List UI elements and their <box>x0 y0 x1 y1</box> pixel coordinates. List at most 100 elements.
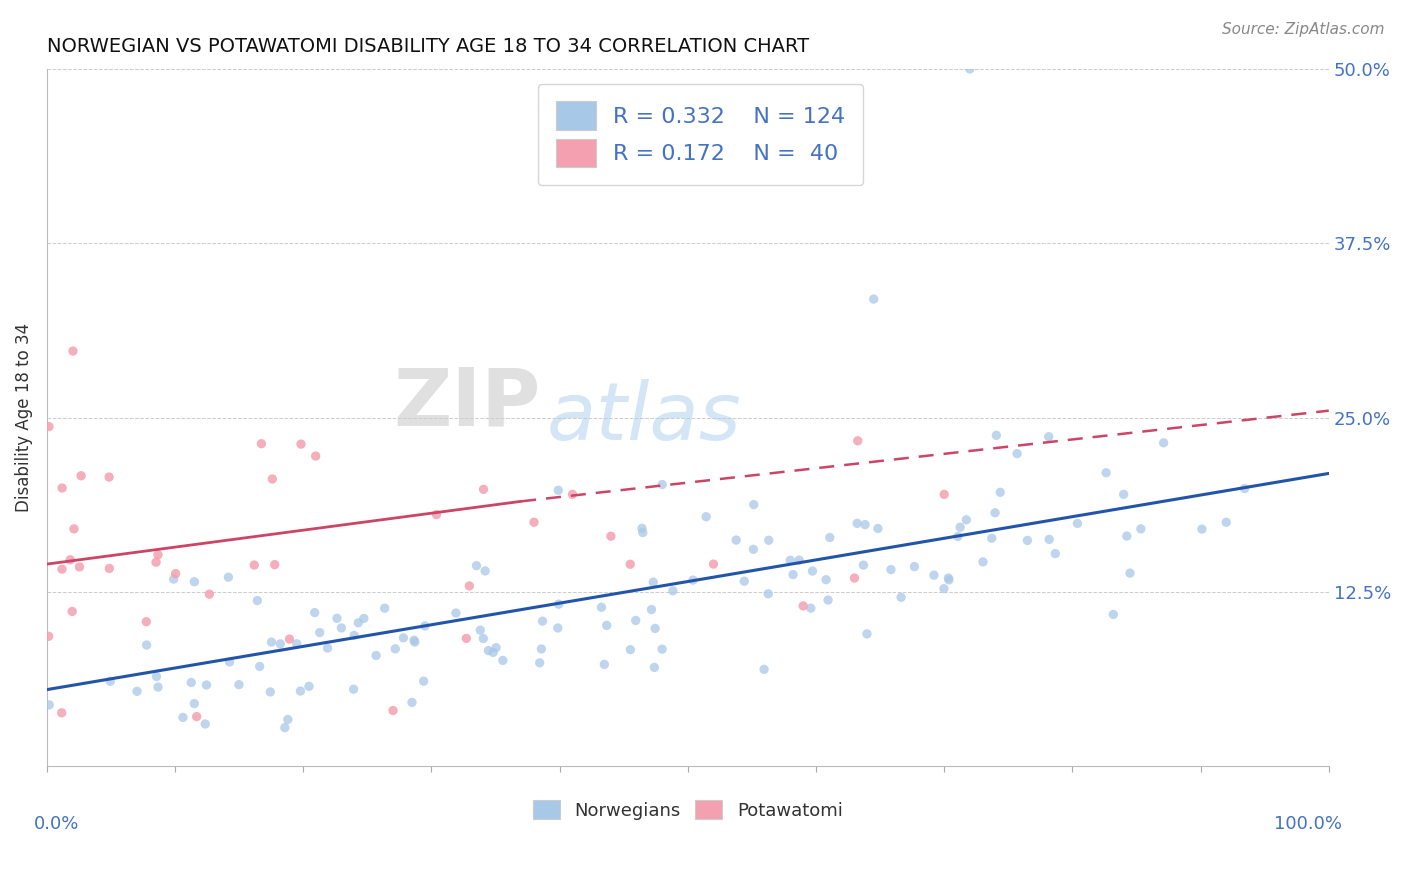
Point <box>938 573 960 587</box>
Point <box>485 640 508 655</box>
Point <box>342 682 364 697</box>
Point <box>180 675 202 690</box>
Point <box>62 344 84 359</box>
Point <box>752 662 775 676</box>
Point <box>63 522 86 536</box>
Point <box>1119 566 1142 581</box>
Point <box>547 483 569 498</box>
Text: ZIP: ZIP <box>394 365 540 442</box>
Point <box>186 709 208 723</box>
Point <box>218 655 240 669</box>
Point <box>125 684 148 698</box>
Point <box>1129 522 1152 536</box>
Point <box>787 553 810 567</box>
Point <box>903 559 925 574</box>
Point <box>866 521 889 535</box>
Point <box>472 483 495 497</box>
Point <box>624 614 647 628</box>
Point <box>183 697 205 711</box>
Point <box>758 533 780 548</box>
Point <box>474 564 496 578</box>
Point <box>529 656 551 670</box>
Point <box>980 531 1002 545</box>
Text: 0.0%: 0.0% <box>34 815 80 833</box>
Point <box>98 470 121 484</box>
Point <box>782 567 804 582</box>
Point <box>1005 447 1028 461</box>
Point <box>135 615 157 629</box>
Point <box>326 611 349 625</box>
Point <box>988 485 1011 500</box>
Point <box>382 704 405 718</box>
Point <box>470 623 492 637</box>
Legend: Norwegians, Potawatomi: Norwegians, Potawatomi <box>526 793 849 827</box>
Point <box>600 529 623 543</box>
Point <box>742 498 765 512</box>
Point <box>38 698 60 712</box>
Point <box>591 600 613 615</box>
Point <box>374 601 396 615</box>
Point <box>246 593 269 607</box>
Point <box>59 553 82 567</box>
Point <box>145 669 167 683</box>
Point <box>890 591 912 605</box>
Y-axis label: Disability Age 18 to 34: Disability Age 18 to 34 <box>15 323 32 512</box>
Text: 100.0%: 100.0% <box>1274 815 1341 833</box>
Point <box>69 560 91 574</box>
Point <box>458 579 481 593</box>
Point <box>98 561 121 575</box>
Point <box>60 604 83 618</box>
Point <box>1017 533 1039 548</box>
Point <box>195 678 218 692</box>
Point <box>262 472 284 486</box>
Point <box>792 599 814 613</box>
Point <box>742 542 765 557</box>
Point <box>260 635 283 649</box>
Point <box>949 520 972 534</box>
Point <box>856 627 879 641</box>
Point <box>1038 430 1060 444</box>
Point <box>198 587 221 601</box>
Point <box>290 437 312 451</box>
Point <box>800 601 823 615</box>
Point <box>51 562 73 576</box>
Point <box>1045 547 1067 561</box>
Point <box>631 521 654 535</box>
Point <box>38 629 60 643</box>
Point <box>250 436 273 450</box>
Point <box>846 434 869 448</box>
Point <box>384 641 406 656</box>
Point <box>801 564 824 578</box>
Point <box>531 614 554 628</box>
Point <box>98 674 121 689</box>
Point <box>217 570 239 584</box>
Point <box>38 419 60 434</box>
Text: Source: ZipAtlas.com: Source: ZipAtlas.com <box>1222 22 1385 37</box>
Point <box>815 573 838 587</box>
Point <box>482 645 505 659</box>
Point <box>547 621 569 635</box>
Point <box>456 632 478 646</box>
Point <box>756 587 779 601</box>
Point <box>274 721 297 735</box>
Point <box>682 573 704 587</box>
Point <box>934 487 956 501</box>
Point <box>561 487 583 501</box>
Point <box>347 615 370 630</box>
Point <box>651 477 673 491</box>
Point <box>277 713 299 727</box>
Point <box>702 557 724 571</box>
Point <box>70 468 93 483</box>
Point <box>263 558 285 572</box>
Point <box>1153 435 1175 450</box>
Point <box>619 642 641 657</box>
Point <box>228 678 250 692</box>
Point <box>932 582 955 596</box>
Point <box>725 533 748 547</box>
Point <box>1038 533 1060 547</box>
Point <box>844 571 866 585</box>
Point <box>862 292 884 306</box>
Point <box>852 558 875 572</box>
Point <box>523 515 546 529</box>
Point <box>853 517 876 532</box>
